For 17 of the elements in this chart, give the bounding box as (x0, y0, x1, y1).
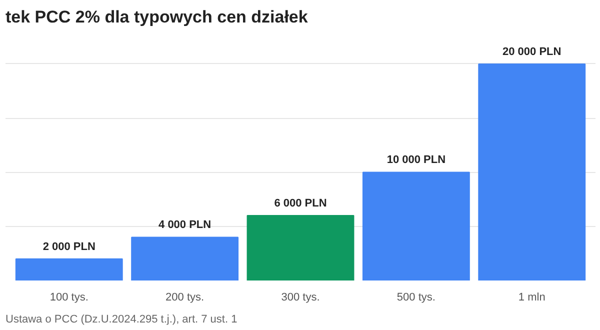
bar (362, 172, 470, 280)
data-label: 10 000 PLN (386, 154, 446, 166)
x-tick-label: 200 tys. (166, 292, 204, 304)
bar (15, 258, 123, 280)
x-tick-label: 500 tys. (396, 292, 436, 304)
bar (131, 236, 239, 280)
data-label: 6 000 PLN (274, 198, 327, 210)
bar (478, 63, 586, 280)
x-tick-label: 100 tys. (50, 292, 88, 304)
x-tick-label: 1 mln (518, 292, 546, 304)
x-tick-label: 300 tys. (281, 292, 320, 304)
data-label: 4 000 PLN (158, 219, 212, 232)
data-label: 2 000 PLN (42, 240, 96, 253)
chart-title: tek PCC 2% dla typowych cen działek (6, 8, 308, 26)
data-label: 20 000 PLN (502, 46, 562, 58)
bar (246, 215, 354, 280)
text: Ustawa o PCC (Dz.U.2024.295 t.j.), art. 7 ust. 1 (6, 314, 238, 326)
